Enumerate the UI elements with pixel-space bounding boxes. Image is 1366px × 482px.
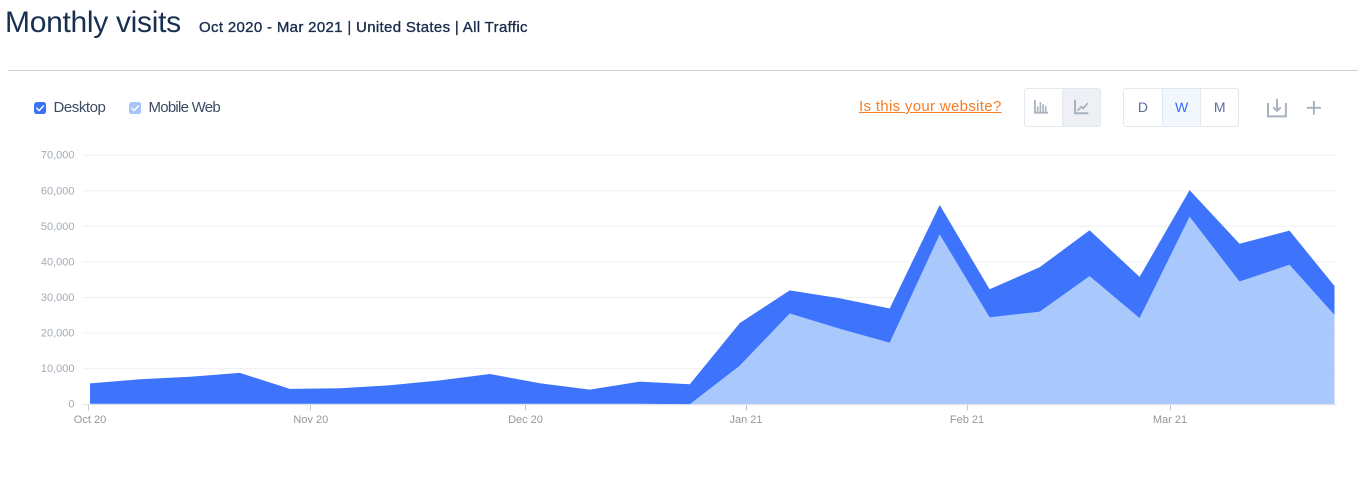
svg-text:Mar 21: Mar 21 [1153,414,1187,426]
svg-text:Oct 20: Oct 20 [74,414,106,426]
svg-text:40,000: 40,000 [41,256,75,268]
svg-text:60,000: 60,000 [41,185,75,197]
svg-text:30,000: 30,000 [41,292,75,304]
svg-text:0: 0 [68,399,74,411]
svg-text:20,000: 20,000 [41,328,75,340]
svg-text:Dec 20: Dec 20 [508,414,543,426]
svg-text:10,000: 10,000 [41,363,75,375]
svg-text:50,000: 50,000 [41,221,75,233]
svg-text:Jan 21: Jan 21 [729,414,762,426]
svg-text:70,000: 70,000 [41,150,75,162]
svg-text:Feb 21: Feb 21 [950,414,984,426]
svg-text:Nov 20: Nov 20 [293,414,328,426]
